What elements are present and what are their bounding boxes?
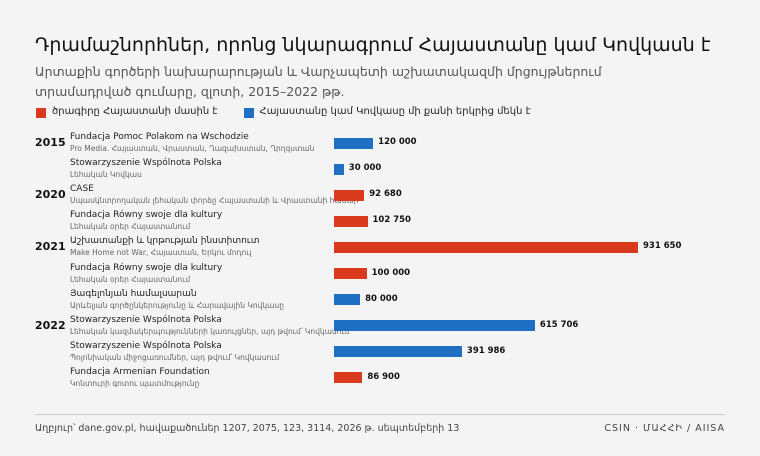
bar bbox=[334, 320, 535, 332]
bar bbox=[334, 372, 363, 384]
category-label: Fundacja Równy swoje dla kultury bbox=[70, 210, 223, 221]
bar bbox=[334, 215, 368, 227]
legend-label: ծրագիրը Հայաստանի մասին է bbox=[52, 106, 218, 117]
year-label: 2015 bbox=[35, 136, 66, 149]
value-label: 86 900 bbox=[367, 371, 400, 382]
category-description: Կոնտուրի գոտու պատմությունը bbox=[70, 378, 200, 388]
category-label: Stowarzyszenie Wspólnota Polska bbox=[70, 314, 222, 325]
divider bbox=[35, 414, 725, 415]
value-label: 30 000 bbox=[348, 163, 382, 174]
legend-label: Հայաստանը կամ Կովկասը մի քանի երկրից մեկ… bbox=[259, 106, 531, 117]
category-label: Fundacja Pomoc Polakom na Wschodzie bbox=[70, 132, 249, 142]
category-description: Լեհական օրեր Հայաստանում bbox=[70, 274, 191, 284]
year-label: 2020 bbox=[35, 188, 66, 202]
year-label: 2022 bbox=[35, 318, 66, 332]
category-label: Յագելոնյան համալսարան bbox=[70, 288, 197, 299]
credit: CSIN · ՄԱՀՀԻ / AIISA bbox=[604, 423, 725, 434]
bar bbox=[334, 294, 361, 306]
value-label: 391 986 bbox=[466, 345, 506, 356]
bar bbox=[334, 241, 638, 253]
bar bbox=[334, 163, 344, 175]
value-label: 931 650 bbox=[643, 241, 682, 252]
value-label: 100 000 bbox=[371, 267, 411, 278]
value-label: 120 000 bbox=[378, 137, 417, 147]
category-description: Լեհական Կովկաս bbox=[70, 170, 142, 180]
value-label: 92 680 bbox=[369, 189, 402, 200]
category-description: Արևելյան գործընկերությունը և Հարավային Կ… bbox=[70, 300, 284, 310]
category-label: Stowarzyszenie Wspólnota Polska bbox=[70, 158, 222, 169]
chart-title: Դրամաշնորհներ, որոնց նկարագրում Հայաստան… bbox=[35, 34, 711, 56]
bar bbox=[334, 268, 367, 279]
legend-swatch bbox=[243, 108, 254, 118]
value-label: 615 706 bbox=[539, 319, 579, 330]
category-description: Լեհական օրեր Հայաստանում bbox=[70, 222, 191, 232]
category-description: Լեհական կազմակերպությունների կառույցներ,… bbox=[70, 326, 350, 336]
legend-swatch bbox=[36, 108, 46, 118]
year-label: 2021 bbox=[35, 240, 66, 254]
value-label: 80 000 bbox=[365, 293, 398, 304]
bar bbox=[334, 189, 365, 201]
bar bbox=[334, 346, 462, 358]
source: Աղբյուր՝ dane.gov.pl, հավաքածուներ 1207,… bbox=[35, 423, 460, 434]
category-description: Make Home not War, Հայաստան, Երկու մոդու… bbox=[70, 248, 252, 258]
category-label: Fundacja Równy swoje dla kultury bbox=[70, 262, 223, 273]
category-description: Սպասկնտրողական լեհական փորձը Հայաստանի և… bbox=[70, 196, 359, 206]
chart-subtitle: Արտաքին գործերի նախարարության և Վարչապետ… bbox=[35, 64, 602, 99]
category-label: Աշխատանքի և կրթության ինստիտուտ bbox=[70, 236, 260, 247]
bar bbox=[334, 137, 374, 149]
category-label: CASE bbox=[70, 184, 94, 195]
category-label: Stowarzyszenie Wspólnota Polska bbox=[70, 340, 222, 351]
category-description: Pro Media. Հայաստան, Վրաստան, Ղազախստան,… bbox=[70, 144, 315, 153]
category-label: Fundacja Armenian Foundation bbox=[70, 366, 210, 377]
category-description: Պոլոնիական միջոցառումներ, այդ թվում՝ Կով… bbox=[70, 352, 280, 362]
value-label: 102 750 bbox=[372, 215, 411, 226]
